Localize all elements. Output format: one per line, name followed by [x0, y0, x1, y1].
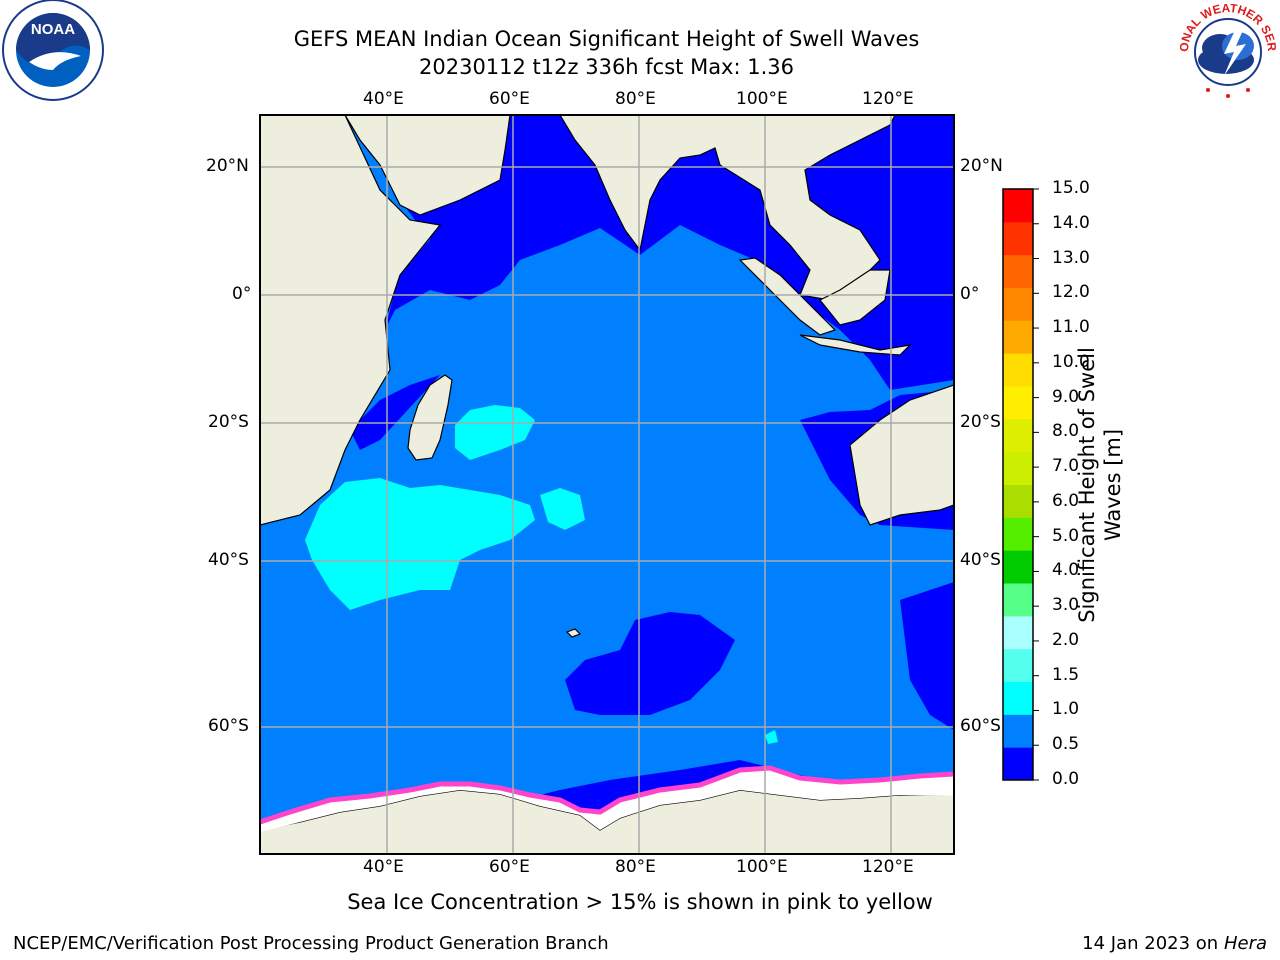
colorbar-tick-label: 3.0 — [1052, 595, 1080, 616]
map-frame — [259, 114, 955, 855]
colorbar-tick-label: 10.0 — [1052, 351, 1090, 372]
lat-tick-left-40S: 40°S — [208, 550, 249, 570]
colorbar — [1003, 188, 1039, 781]
colorbar-band — [1003, 550, 1033, 584]
chart-title-line2: 20230112 t12z 336h fcst Max: 1.36 — [419, 55, 794, 79]
colorbar-band — [1003, 714, 1033, 748]
lat-tick-right-20S: 20°S — [960, 412, 1001, 432]
lon-tick-top-120E: 120°E — [862, 89, 914, 109]
lon-tick-bottom-80E: 80°E — [615, 857, 656, 877]
map-body — [260, 115, 954, 854]
colorbar-band — [1003, 353, 1033, 387]
colorbar-band — [1003, 221, 1033, 256]
lat-tick-right-20N: 20°N — [960, 156, 1003, 176]
lat-tick-left-0: 0° — [232, 284, 252, 304]
nws-logo: NATIONAL WEATHER SERVICE — [1178, 4, 1278, 98]
lat-tick-left-60S: 60°S — [208, 716, 249, 736]
colorbar-tick-label: 15.0 — [1052, 178, 1090, 198]
lon-tick-bottom-100E: 100°E — [736, 857, 788, 877]
colorbar-tick-label: 9.0 — [1052, 386, 1080, 407]
colorbar-tick-label: 13.0 — [1052, 247, 1090, 268]
colorbar-title-line1: Significant Height of Swell — [1075, 347, 1099, 623]
ocean-swell-10-15-regions — [305, 405, 778, 744]
colorbar-band — [1003, 418, 1033, 453]
colorbar-band — [1003, 254, 1033, 288]
svg-text:NOAA: NOAA — [31, 21, 75, 38]
colorbar-tick-label: 12.0 — [1052, 282, 1090, 303]
footer-date: 14 Jan 2023 on — [1082, 933, 1224, 954]
colorbar-tick-label: 11.0 — [1052, 317, 1090, 338]
footer-right: 14 Jan 2023 on Hera — [1082, 933, 1267, 954]
footer-left: NCEP/EMC/Verification Post Processing Pr… — [13, 933, 609, 954]
lon-tick-top-100E: 100°E — [736, 89, 788, 109]
footer-host: Hera — [1223, 933, 1267, 954]
lat-tick-left-20S: 20°S — [208, 412, 249, 432]
lon-tick-bottom-120E: 120°E — [862, 857, 914, 877]
noaa-logo: NOAA — [2, 0, 104, 101]
colorbar-band — [1003, 320, 1033, 354]
colorbar-tick-label: 6.0 — [1052, 490, 1080, 511]
colorbar-tick-label: 4.0 — [1052, 560, 1080, 581]
lon-tick-bottom-60E: 60°E — [489, 857, 530, 877]
colorbar-tick-label: 1.5 — [1052, 664, 1080, 685]
lon-tick-top-60E: 60°E — [489, 89, 530, 109]
colorbar-band — [1003, 517, 1033, 551]
colorbar-tick-label: 0.0 — [1052, 769, 1080, 789]
lon-tick-top-40E: 40°E — [363, 89, 404, 109]
chart-title-line1: GEFS MEAN Indian Ocean Significant Heigh… — [293, 27, 920, 51]
colorbar-tick-label: 8.0 — [1052, 421, 1080, 442]
lat-tick-left-20N: 20°N — [206, 156, 249, 176]
colorbar-band — [1003, 451, 1033, 485]
colorbar-band — [1003, 287, 1033, 321]
lat-tick-right-0: 0° — [960, 284, 980, 304]
graticule — [260, 115, 954, 854]
sea-ice-caption: Sea Ice Concentration > 15% is shown in … — [347, 890, 933, 914]
colorbar-band — [1003, 681, 1033, 715]
colorbar-band — [1003, 648, 1033, 682]
lat-tick-right-60S: 60°S — [960, 716, 1001, 736]
sea-ice — [260, 765, 954, 832]
lat-tick-right-40S: 40°S — [960, 550, 1001, 570]
colorbar-band — [1003, 583, 1033, 617]
colorbar-tick-label: 2.0 — [1052, 629, 1080, 650]
colorbar-frame — [1002, 188, 1034, 781]
colorbar-band — [1003, 484, 1033, 518]
colorbar-tick-label: 5.0 — [1052, 525, 1080, 546]
colorbar-tick-label: 1.0 — [1052, 699, 1080, 720]
colorbar-band — [1003, 747, 1033, 781]
colorbar-band — [1003, 386, 1033, 420]
colorbar-title-line2: Waves [m] — [1101, 428, 1125, 542]
colorbar-tick-label: 0.5 — [1052, 734, 1080, 755]
colorbar-band — [1003, 615, 1033, 650]
lon-tick-bottom-40E: 40°E — [363, 857, 404, 877]
colorbar-tick-label: 14.0 — [1052, 212, 1090, 233]
colorbar-band — [1003, 189, 1033, 223]
lon-tick-top-80E: 80°E — [615, 89, 656, 109]
colorbar-tick-label: 7.0 — [1052, 456, 1080, 477]
